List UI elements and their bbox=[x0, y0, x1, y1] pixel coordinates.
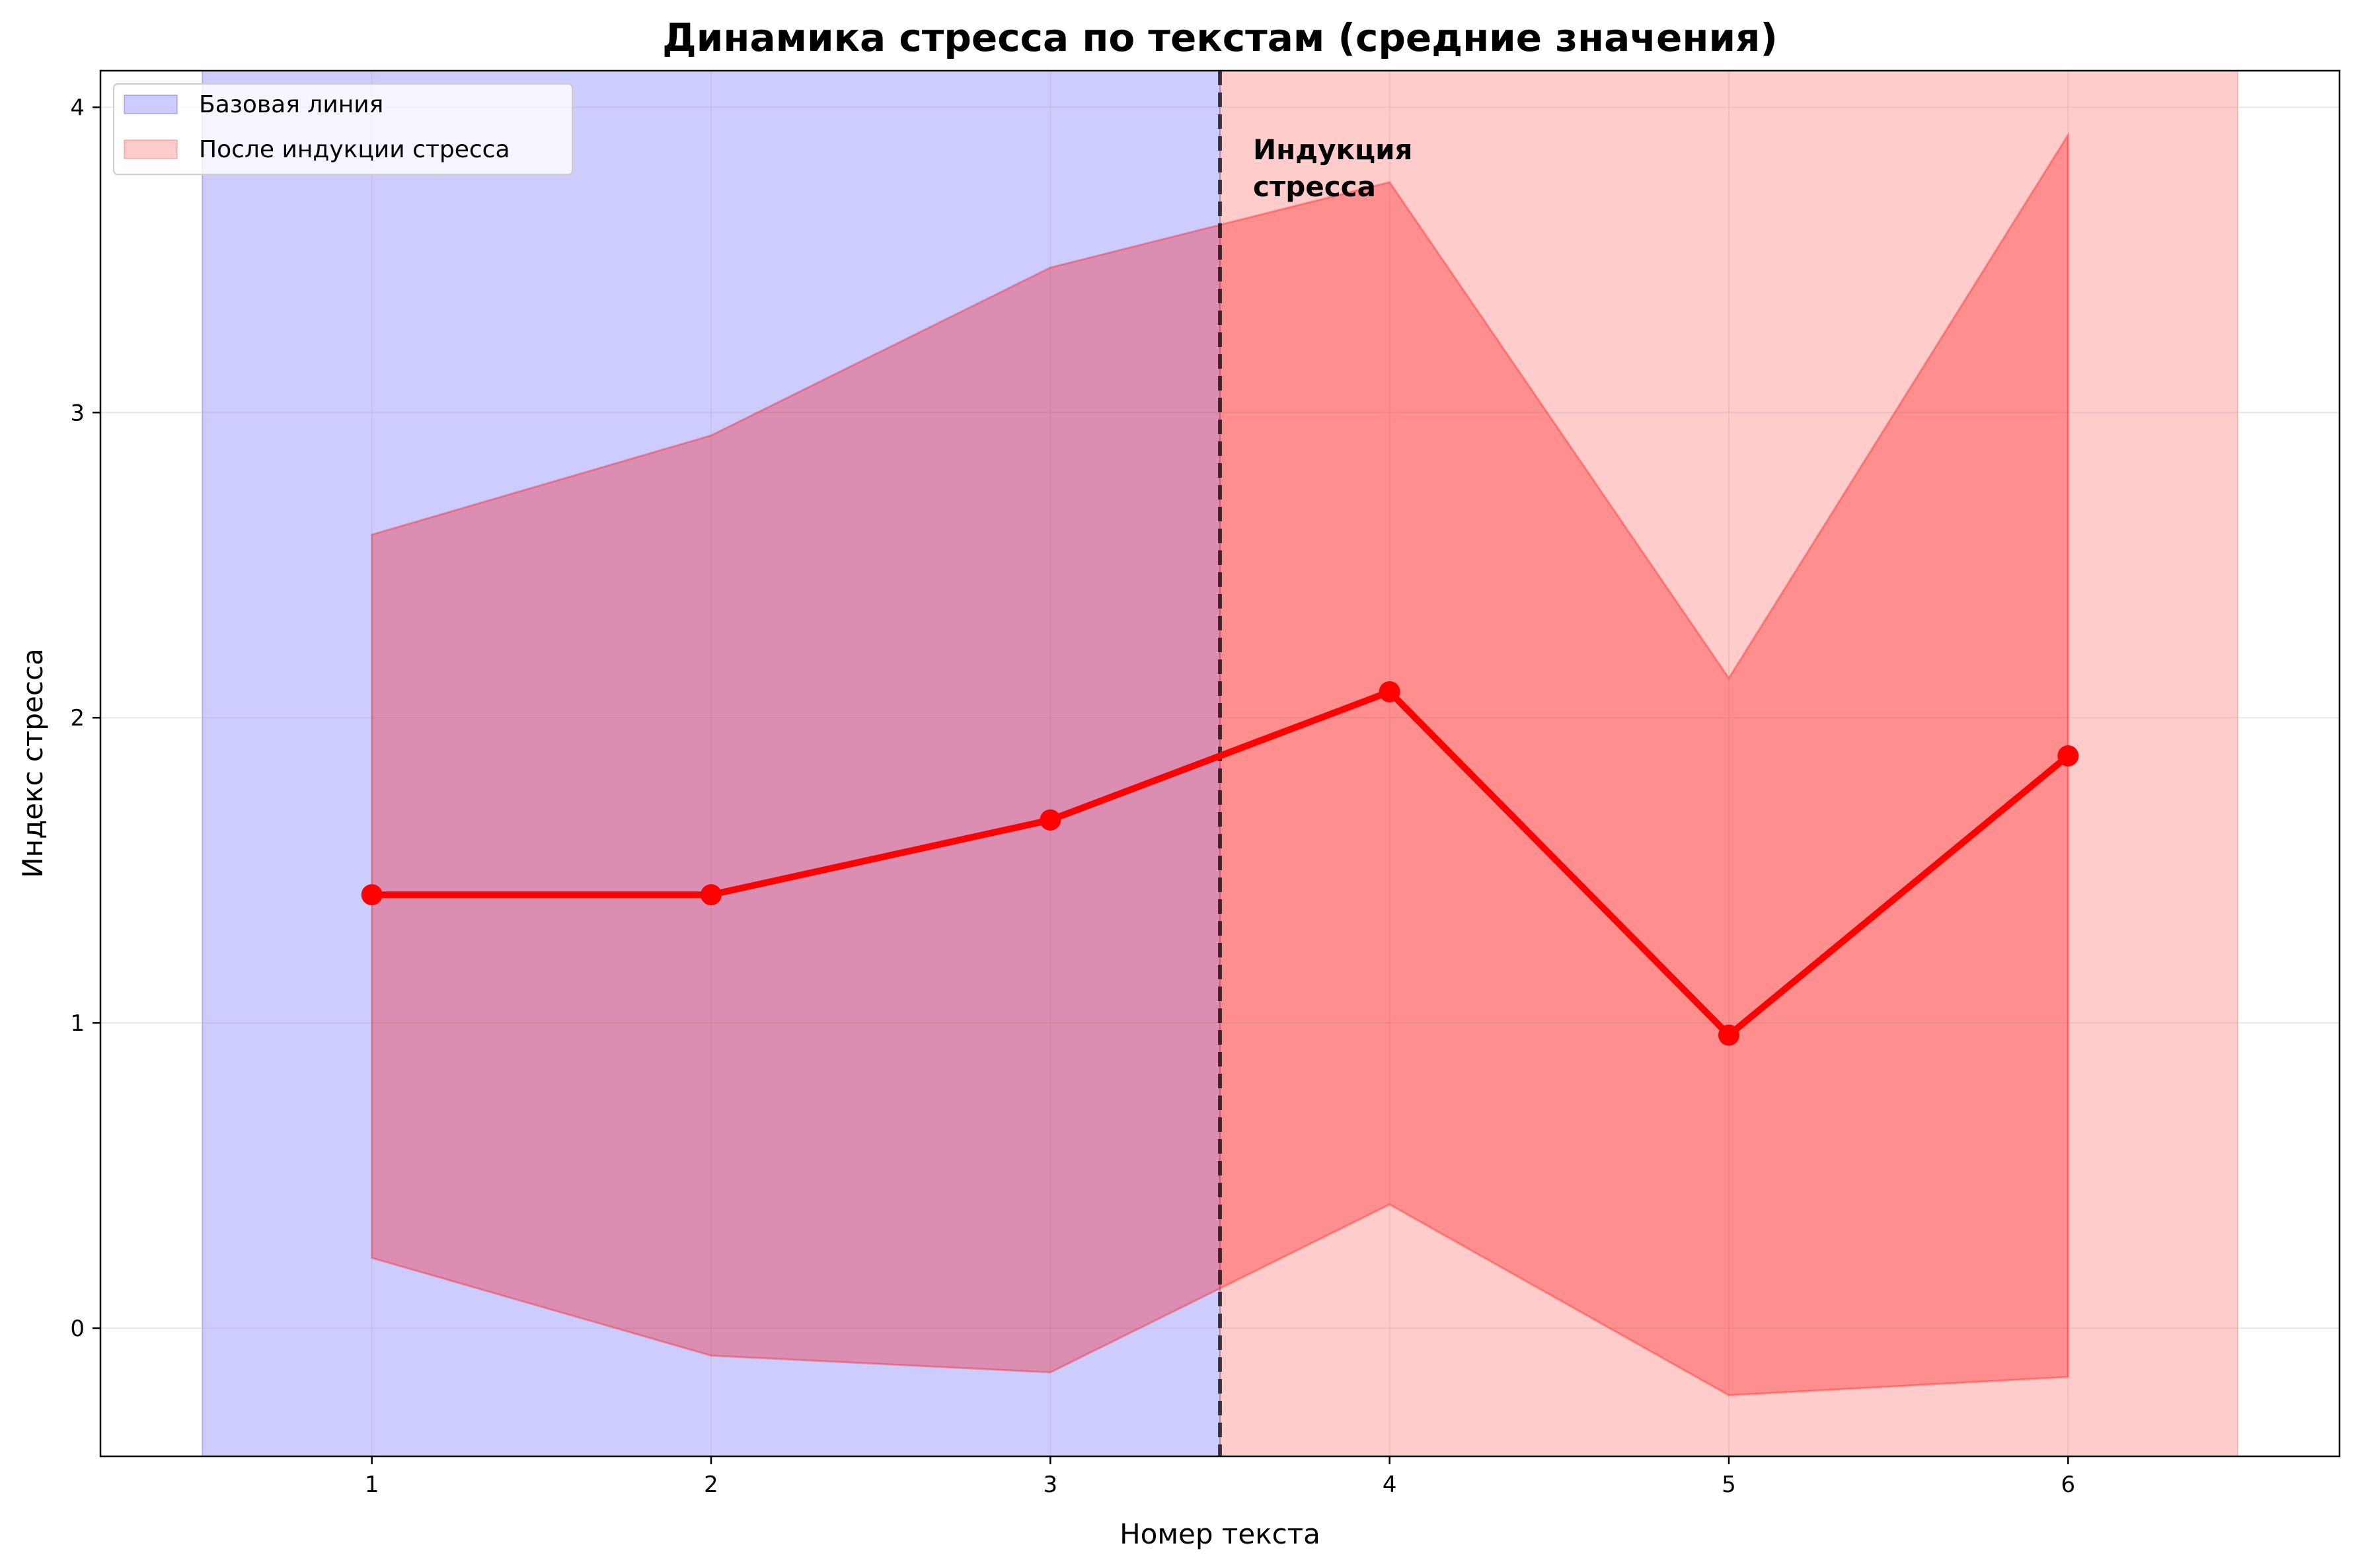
x-axis-label: Номер текста bbox=[1120, 1518, 1320, 1550]
y-tick-label: 4 bbox=[70, 94, 85, 121]
y-tick-label: 3 bbox=[70, 400, 85, 426]
data-point bbox=[2057, 745, 2079, 766]
x-tick-label: 6 bbox=[2061, 1472, 2076, 1498]
data-point bbox=[1379, 681, 1400, 702]
x-tick-label: 3 bbox=[1044, 1472, 1058, 1498]
legend-swatch-after-stress bbox=[124, 139, 178, 159]
series-line bbox=[368, 688, 2072, 1039]
x-tick-label: 5 bbox=[1722, 1472, 1736, 1498]
x-tick-label: 4 bbox=[1383, 1472, 1397, 1498]
data-point bbox=[361, 884, 383, 906]
legend-label-baseline: Базовая линия bbox=[199, 91, 383, 118]
x-tick-label: 2 bbox=[704, 1472, 718, 1498]
data-point bbox=[1718, 1024, 1739, 1046]
legend-swatch-baseline bbox=[124, 94, 178, 114]
legend-label-after-stress: После индукции стресса bbox=[199, 136, 510, 163]
y-axis-label: Индекс стресса bbox=[17, 648, 49, 878]
annotation-line-1: Индукция bbox=[1253, 133, 1413, 166]
chart-title: Динамика стресса по текстам (средние зна… bbox=[662, 15, 1778, 60]
legend-box bbox=[113, 83, 573, 175]
stress-induction-annotation: Индукция стресса bbox=[1253, 133, 1422, 203]
region-baseline bbox=[202, 71, 1221, 1456]
y-tick-label: 1 bbox=[70, 1010, 85, 1037]
annotation-text: Индукция стресса bbox=[1253, 133, 1422, 203]
plot-frame bbox=[99, 69, 2341, 1458]
error-band bbox=[371, 131, 2069, 1397]
legend: Базовая линия После индукции стресса bbox=[113, 83, 573, 175]
annotation-line-2: стресса bbox=[1253, 170, 1376, 203]
y-tick-label: 0 bbox=[70, 1316, 85, 1342]
data-point bbox=[1040, 809, 1061, 831]
data-point bbox=[701, 884, 722, 906]
x-tick-label: 1 bbox=[365, 1472, 379, 1498]
y-tick-label: 2 bbox=[70, 705, 85, 731]
